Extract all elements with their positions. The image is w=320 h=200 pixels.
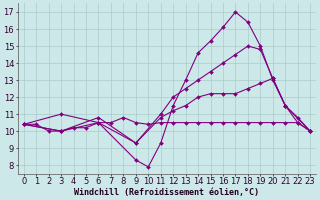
X-axis label: Windchill (Refroidissement éolien,°C): Windchill (Refroidissement éolien,°C) bbox=[75, 188, 260, 197]
